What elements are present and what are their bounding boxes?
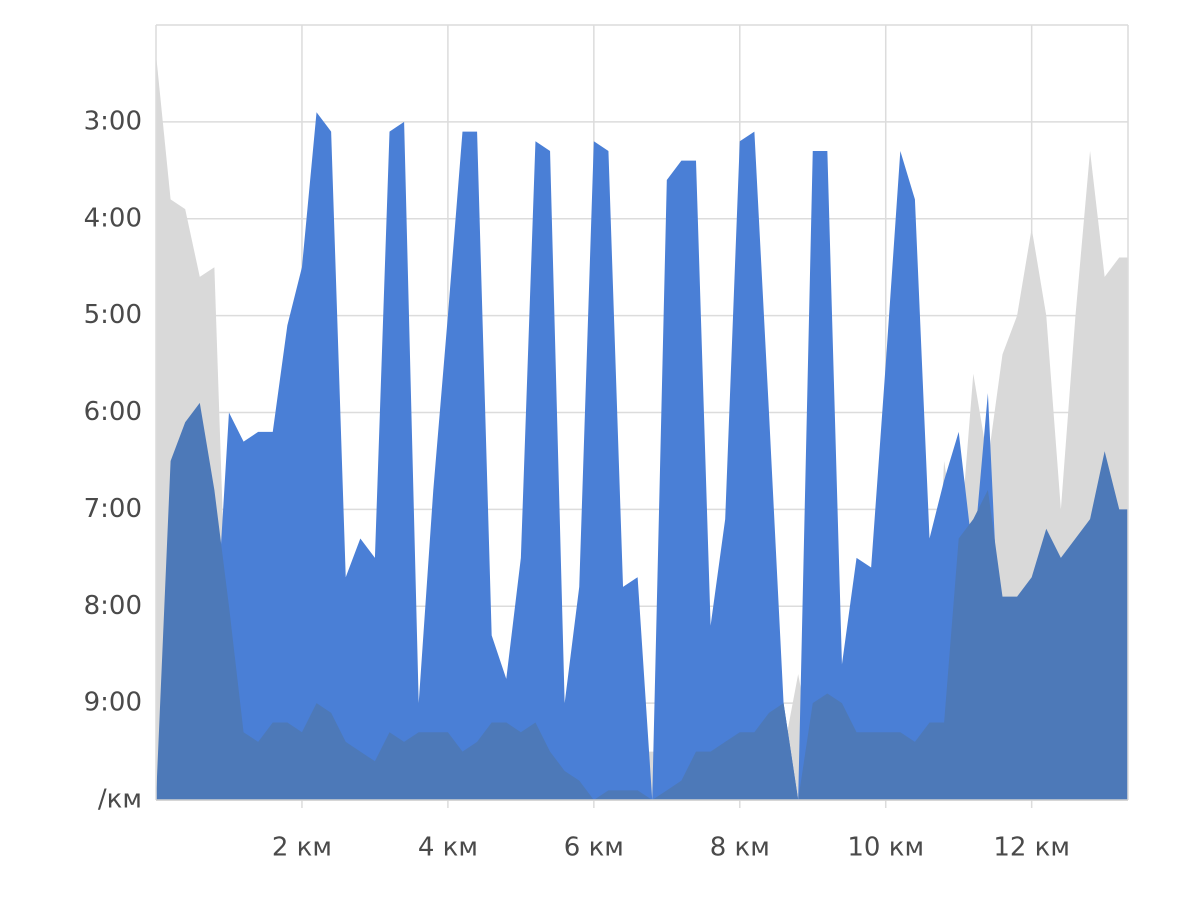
area	[156, 402, 1128, 800]
y-tick-label: 3:00	[84, 106, 142, 136]
labels: 3:00 4:00 5:00 6:00 7:00 8:00 9:00/км 2 км 4 км 6…	[84, 106, 1070, 862]
y-tick-label: 4:00	[84, 203, 142, 233]
y-tick-label: 9:00	[84, 688, 142, 718]
y-tick-label: 6:00	[84, 397, 142, 427]
y-tick-label: 5:00	[84, 300, 142, 330]
y-tick-label: 8:00	[84, 591, 142, 621]
x-tick-label: 12 км	[993, 833, 1070, 863]
x-tick-label: 6 км	[564, 833, 624, 863]
area	[156, 112, 1128, 800]
x-tick-label: 4 км	[418, 833, 478, 863]
x-tick-label: 10 км	[847, 833, 924, 863]
y-tick-label: /км	[98, 785, 142, 815]
x-tick-label: 8 км	[710, 833, 770, 863]
y-tick-label: 7:00	[84, 494, 142, 524]
x-tick-label: 2 км	[272, 833, 332, 863]
areas	[156, 54, 1128, 800]
